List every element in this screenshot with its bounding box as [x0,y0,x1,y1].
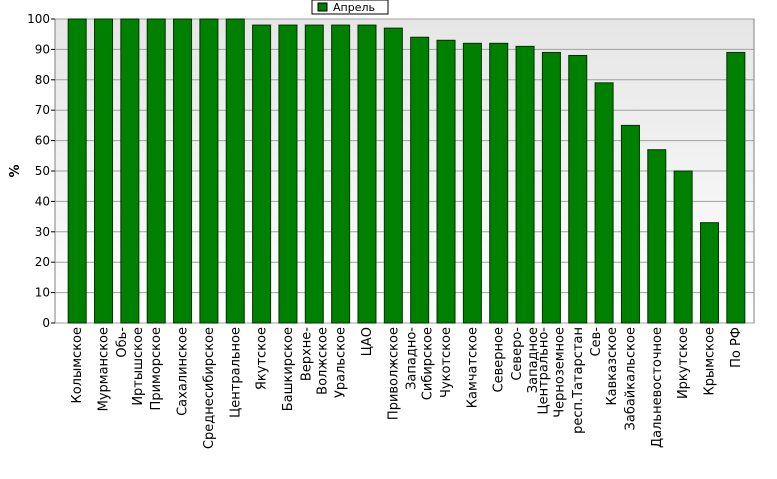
bar [304,24,324,324]
y-tick-label: 40 [35,194,50,208]
bar [568,54,588,324]
bar [515,45,535,324]
x-tick-label: Северо-Западное [510,327,541,394]
x-tick-label: Сахалинское [176,327,191,416]
bar [173,18,193,324]
legend-label: Апрель [333,1,375,14]
x-tick-label: По РФ [729,327,744,368]
legend-box [311,0,389,15]
bar [383,27,403,324]
y-tick-label: 0 [42,316,50,330]
x-tick-label: Колымское [70,327,85,404]
x-tick-label: Крымское [702,327,717,396]
y-tick-label: 20 [35,255,50,269]
x-tick-label: Мурманское [97,327,112,411]
bar [357,24,377,324]
y-axis-label: % [8,164,23,177]
bar [120,18,140,324]
x-tick-label: Башкирское [281,327,296,411]
x-tick-label: Камчатское [465,327,480,408]
y-tick-label: 100 [27,12,50,26]
bar [462,42,482,324]
y-tick-label: 60 [35,134,50,148]
bar [673,170,693,324]
bar [726,51,746,324]
x-tick-label: Дальневосточное [650,327,665,448]
bar [278,24,298,324]
x-tick-label: Якутское [255,327,270,390]
y-tick-label: 80 [35,73,50,87]
x-tick-label: Центрально-Черноземное [536,327,567,418]
x-tick-label: Забайкальское [623,327,638,430]
y-tick-label: 10 [35,286,50,300]
bar [620,124,640,324]
bar [94,18,114,324]
x-tick-label: Приморское [149,327,164,410]
bar [647,149,667,324]
x-tick-label: Обь-Иртышское [115,327,146,406]
y-tick-label: 90 [35,42,50,56]
bar [199,18,219,324]
bar [436,39,456,324]
bar [699,222,719,324]
y-tick-label: 30 [35,225,50,239]
bar [489,42,509,324]
x-tick-label: Сев-Кавказское [589,327,620,406]
bar [225,18,245,324]
bar [331,24,351,324]
y-tick-label: 70 [35,103,50,117]
y-tick-label: 50 [35,164,50,178]
bar [594,82,614,324]
bar [252,24,272,324]
x-tick-label: Среднесибирское [202,327,217,449]
x-tick-label: Чукотское [439,327,454,398]
x-tick-label: Уральское [334,327,349,398]
x-tick-label: Центральное [228,327,243,418]
x-tick-label: Приволжское [386,327,401,420]
legend-swatch [317,2,328,12]
bar [541,51,561,324]
bar [410,36,430,324]
x-tick-label: ЦАО [360,327,375,356]
x-tick-label: Северное [492,327,507,392]
x-tick-label: Иркутское [676,327,691,399]
x-tick-label: респ.Татарстан [571,327,586,434]
x-tick-label: Верхне-Волжское [299,327,330,395]
bar [146,18,166,324]
legend: Апрель [311,0,389,15]
bar [67,18,87,324]
x-tick-label: Западно-Сибирское [405,327,436,401]
